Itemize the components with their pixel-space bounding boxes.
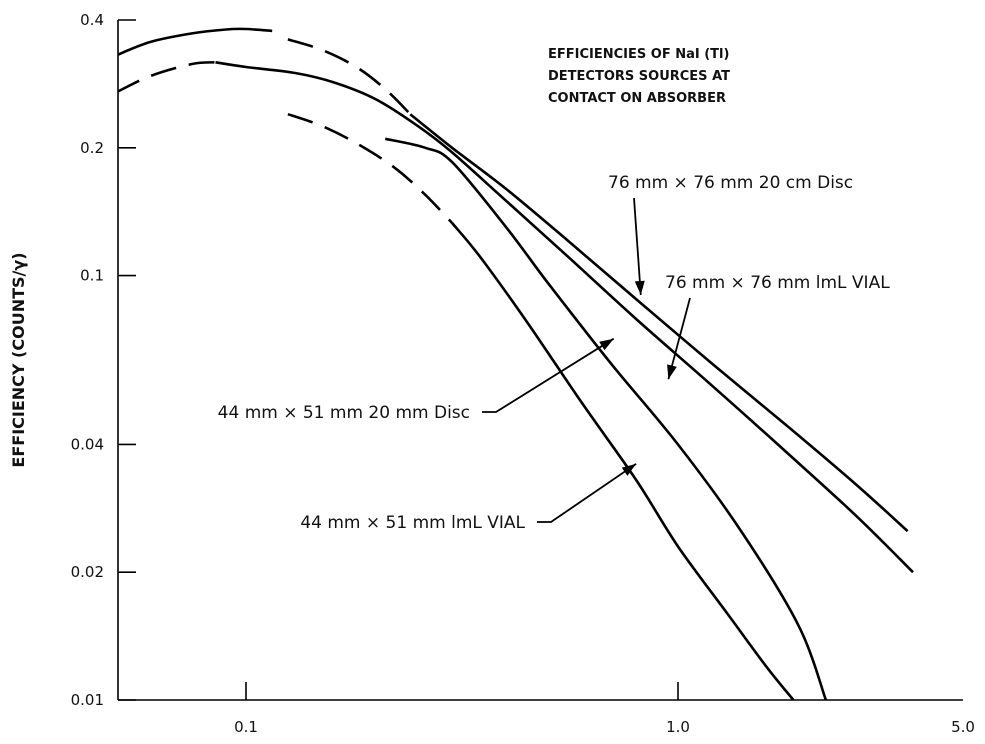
series-line-2 <box>118 61 914 574</box>
curve-annotations: 76 mm × 76 mm 20 cm Disc 76 mm × 76 mm lm… <box>218 173 891 533</box>
y-tick-label: 0.1 <box>80 267 104 285</box>
series-segment-dashed <box>287 38 412 116</box>
series-segment-solid <box>451 222 795 700</box>
annotation-leader <box>633 197 642 296</box>
x-tick-label: 1.0 <box>666 718 690 736</box>
series-segment-dashed <box>287 112 454 224</box>
annotation-arrowhead <box>599 338 614 351</box>
x-tick-label: 0.1 <box>234 718 258 736</box>
annotation-label: 76 mm × 76 mm 20 cm Disc <box>608 173 853 193</box>
chart-title: EFFICIENCIES OF NaI (Tl) DETECTORS SOURC… <box>548 47 735 106</box>
annotation-leader <box>537 463 637 523</box>
annotation-label: 44 mm × 51 mm 20 mm Disc <box>218 403 470 423</box>
plot-frame <box>117 20 963 701</box>
x-tick-label: 5.0 <box>951 718 975 736</box>
y-tick-label: 0.2 <box>80 139 104 157</box>
y-tick-label: 0.4 <box>80 11 104 29</box>
annotation-2: 76 mm × 76 mm lmL VIAL <box>665 273 890 380</box>
chart-title-line-1: EFFICIENCIES OF NaI (Tl) <box>548 47 729 62</box>
chart-title-line-2: DETECTORS SOURCES AT <box>548 69 730 84</box>
series-segment-solid <box>118 27 273 57</box>
y-tick-label: 0.02 <box>71 563 104 581</box>
series-line-1 <box>118 27 909 533</box>
y-tick-label: 0.04 <box>71 435 104 453</box>
annotation-arrowhead <box>634 280 645 295</box>
annotation-label: 76 mm × 76 mm lmL VIAL <box>665 273 890 293</box>
annotation-arrowhead <box>667 364 677 380</box>
annotation-1: 76 mm × 76 mm 20 cm Disc <box>608 173 853 296</box>
series-segment-solid <box>215 61 914 574</box>
annotation-4: 44 mm × 51 mm lmL VIAL <box>300 463 637 533</box>
annotation-arrowhead <box>621 463 637 476</box>
axis-ticks: 0.4 0.2 0.1 0.04 0.02 0.01 0.1 1.0 5.0 <box>71 11 975 736</box>
y-tick-label: 0.01 <box>71 691 104 709</box>
chart-title-line-3: CONTACT ON ABSORBER <box>548 91 726 106</box>
series-line-4 <box>287 112 795 700</box>
series-segment-dashed <box>118 61 216 93</box>
series-curves <box>118 27 914 700</box>
annotation-3: 44 mm × 51 mm 20 mm Disc <box>218 337 615 423</box>
series-segment-solid <box>409 113 909 533</box>
y-axis-label: EFFICIENCY (COUNTS/γ) <box>9 252 28 467</box>
annotation-label: 44 mm × 51 mm lmL VIAL <box>300 513 525 533</box>
annotation-leader <box>482 337 615 413</box>
